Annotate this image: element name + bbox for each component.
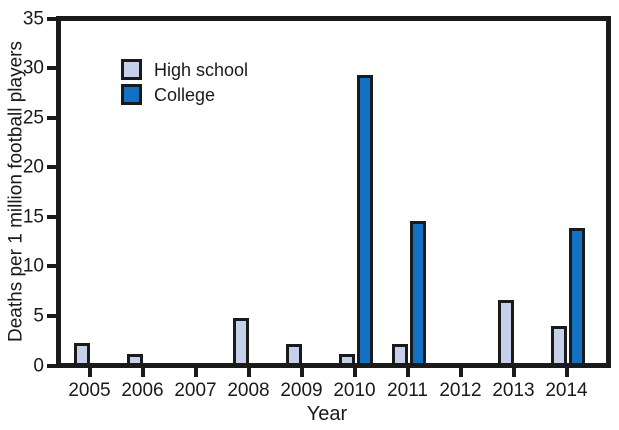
y-tick: [47, 214, 56, 219]
x-tick-label: 2008: [227, 380, 270, 401]
x-tick: [352, 368, 357, 377]
y-tick: [47, 313, 56, 318]
x-tick: [458, 368, 463, 377]
x-tick-label: 2009: [280, 380, 323, 401]
bar-high-school-2008: [232, 318, 249, 363]
y-tick-label: 30: [22, 57, 44, 79]
bar-high-school-2005: [73, 343, 90, 363]
x-axis-title: Year: [306, 403, 348, 425]
legend-label-college: College: [154, 84, 216, 105]
legend-item-college: College: [121, 84, 248, 105]
x-tick: [511, 368, 516, 377]
legend-swatch-college: [121, 84, 142, 105]
y-tick: [47, 165, 56, 170]
x-tick-label: 2011: [387, 380, 428, 401]
y-tick: [47, 264, 56, 269]
plot-area: [56, 16, 611, 368]
y-tick: [47, 66, 56, 71]
y-tick-label: 0: [33, 355, 44, 376]
x-tick-label: 2007: [174, 380, 217, 401]
x-tick: [140, 368, 145, 377]
x-tick: [246, 368, 251, 377]
y-tick: [47, 16, 56, 21]
legend: High school College: [121, 59, 248, 109]
bar-college-2011: [409, 221, 426, 363]
bar-high-school-2014: [550, 325, 567, 363]
y-tick-label: 15: [22, 206, 44, 228]
y-tick: [47, 363, 56, 368]
legend-item-high-school: High school: [121, 59, 248, 80]
bar-high-school-2006: [126, 354, 143, 363]
x-tick-label: 2010: [333, 380, 376, 401]
y-tick-label: 5: [33, 305, 44, 327]
x-tick-label: 2014: [545, 380, 588, 401]
bar-college-2010: [356, 74, 373, 363]
bar-high-school-2013: [497, 300, 514, 363]
y-tick-label: 25: [22, 107, 44, 129]
legend-label-high-school: High school: [154, 59, 249, 80]
y-tick-label: 35: [22, 8, 44, 29]
y-tick-label: 10: [22, 255, 44, 277]
x-tick-label: 2012: [439, 380, 482, 401]
x-tick: [564, 368, 569, 377]
x-tick-label: 2006: [121, 380, 164, 401]
bars-layer: [61, 21, 606, 363]
bar-college-2014: [568, 228, 585, 363]
bar-high-school-2011: [391, 344, 408, 363]
x-tick: [405, 368, 410, 377]
x-tick: [193, 368, 198, 377]
x-tick: [87, 368, 92, 377]
y-tick: [47, 115, 56, 120]
x-tick: [299, 368, 304, 377]
y-tick-label: 20: [22, 156, 44, 178]
bar-high-school-2010: [338, 354, 355, 363]
bar-high-school-2009: [285, 344, 302, 363]
x-tick-label: 2005: [68, 380, 111, 401]
legend-swatch-high-school: [121, 59, 142, 80]
x-tick-label: 2013: [492, 380, 535, 401]
